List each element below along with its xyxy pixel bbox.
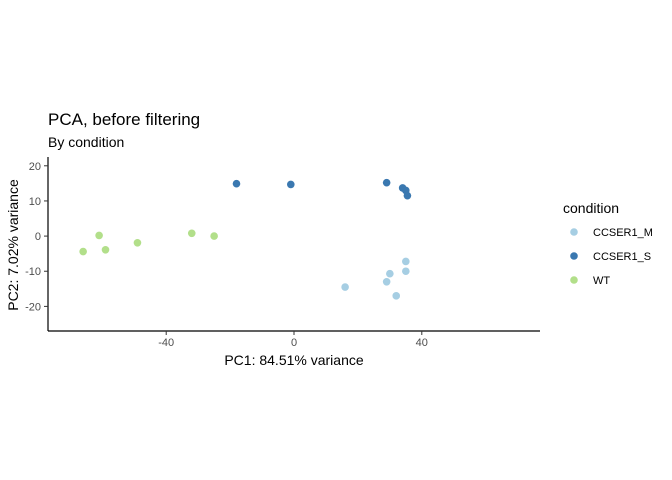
data-point: [210, 232, 218, 240]
x-tick-label: -40: [158, 337, 174, 349]
data-point: [403, 191, 412, 200]
data-point: [402, 267, 410, 276]
x-tick-label: 40: [416, 337, 428, 349]
y-tick-label: -10: [25, 266, 41, 278]
data-point: [101, 246, 110, 254]
data-point: [287, 180, 295, 189]
legend-label: WT: [593, 275, 610, 287]
legend-key: [570, 252, 578, 260]
data-point: [382, 178, 391, 187]
data-point: [341, 283, 349, 291]
legend: condition CCSER1_M CCSER1_S WT: [563, 200, 653, 287]
chart-title: PCA, before filtering: [48, 110, 200, 129]
axes: -40 0 40 -20 -10 0 10 20: [25, 157, 540, 349]
data-point: [382, 277, 391, 286]
data-point: [386, 269, 394, 278]
y-axis-title: PC2: 7.02% variance: [5, 179, 21, 311]
legend-label: CCSER1_S: [593, 251, 651, 263]
legend-key: [570, 228, 578, 236]
data-points: [79, 178, 412, 300]
x-axis-title: PC1: 84.51% variance: [224, 352, 364, 368]
y-tick-label: 10: [29, 196, 41, 208]
data-point: [187, 229, 196, 238]
data-point: [79, 247, 87, 256]
data-point: [133, 238, 142, 247]
chart-subtitle: By condition: [48, 134, 124, 150]
data-point: [95, 231, 103, 240]
legend-label: CCSER1_M: [593, 227, 653, 239]
legend-key: [570, 276, 578, 284]
y-tick-label: 0: [35, 231, 41, 243]
legend-title: condition: [563, 200, 619, 216]
data-point: [392, 292, 401, 300]
data-point: [402, 257, 410, 266]
data-point: [232, 179, 241, 188]
y-tick-label: 20: [29, 161, 41, 173]
x-tick-label: 0: [291, 337, 297, 349]
y-tick-label: -20: [25, 301, 41, 313]
